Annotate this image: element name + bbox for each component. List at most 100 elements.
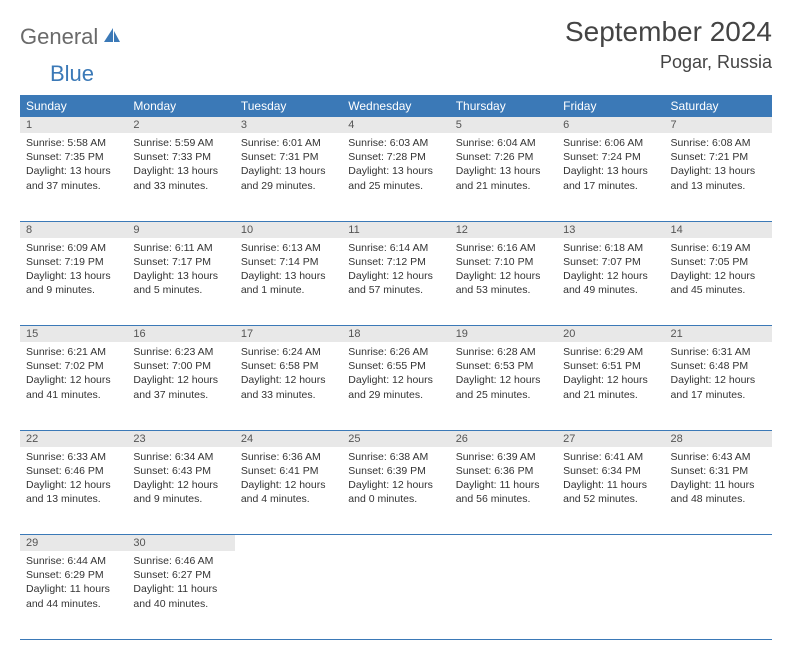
- day-cell: Sunrise: 6:26 AMSunset: 6:55 PMDaylight:…: [342, 342, 449, 430]
- day-number-cell: [342, 535, 449, 552]
- day-cell-content: Sunrise: 6:36 AMSunset: 6:41 PMDaylight:…: [235, 447, 342, 513]
- weekday-header: Wednesday: [342, 95, 449, 117]
- weekday-header: Friday: [557, 95, 664, 117]
- day-cell-content: Sunrise: 6:08 AMSunset: 7:21 PMDaylight:…: [665, 133, 772, 199]
- day-cell: Sunrise: 6:31 AMSunset: 6:48 PMDaylight:…: [665, 342, 772, 430]
- day-cell-content: Sunrise: 6:01 AMSunset: 7:31 PMDaylight:…: [235, 133, 342, 199]
- day-number-cell: 21: [665, 326, 772, 343]
- day-number-row: 2930: [20, 535, 772, 552]
- title-block: September 2024 Pogar, Russia: [565, 16, 772, 73]
- day-cell: [665, 551, 772, 639]
- day-number-cell: 4: [342, 117, 449, 133]
- day-cell-content: Sunrise: 6:44 AMSunset: 6:29 PMDaylight:…: [20, 551, 127, 617]
- day-cell: Sunrise: 6:08 AMSunset: 7:21 PMDaylight:…: [665, 133, 772, 221]
- day-cell-content: Sunrise: 6:19 AMSunset: 7:05 PMDaylight:…: [665, 238, 772, 304]
- day-number-cell: [557, 535, 664, 552]
- day-cell: Sunrise: 6:23 AMSunset: 7:00 PMDaylight:…: [127, 342, 234, 430]
- day-cell-content: Sunrise: 6:21 AMSunset: 7:02 PMDaylight:…: [20, 342, 127, 408]
- day-cell-content: Sunrise: 6:39 AMSunset: 6:36 PMDaylight:…: [450, 447, 557, 513]
- day-number-cell: 30: [127, 535, 234, 552]
- day-number-cell: 3: [235, 117, 342, 133]
- day-number-row: 891011121314: [20, 221, 772, 238]
- day-cell-content: Sunrise: 6:46 AMSunset: 6:27 PMDaylight:…: [127, 551, 234, 617]
- day-cell-content: Sunrise: 6:34 AMSunset: 6:43 PMDaylight:…: [127, 447, 234, 513]
- calendar-table: Sunday Monday Tuesday Wednesday Thursday…: [20, 95, 772, 640]
- day-number-cell: 27: [557, 430, 664, 447]
- day-cell-content: Sunrise: 6:31 AMSunset: 6:48 PMDaylight:…: [665, 342, 772, 408]
- day-cell-content: Sunrise: 6:41 AMSunset: 6:34 PMDaylight:…: [557, 447, 664, 513]
- day-cell: Sunrise: 6:29 AMSunset: 6:51 PMDaylight:…: [557, 342, 664, 430]
- day-cell-content: Sunrise: 6:04 AMSunset: 7:26 PMDaylight:…: [450, 133, 557, 199]
- day-number-cell: 10: [235, 221, 342, 238]
- day-cell-content: Sunrise: 6:03 AMSunset: 7:28 PMDaylight:…: [342, 133, 449, 199]
- day-number-cell: 1: [20, 117, 127, 133]
- day-cell: Sunrise: 6:38 AMSunset: 6:39 PMDaylight:…: [342, 447, 449, 535]
- logo: General: [20, 16, 124, 50]
- day-cell: Sunrise: 6:09 AMSunset: 7:19 PMDaylight:…: [20, 238, 127, 326]
- day-cell: Sunrise: 6:28 AMSunset: 6:53 PMDaylight:…: [450, 342, 557, 430]
- day-body-row: Sunrise: 6:21 AMSunset: 7:02 PMDaylight:…: [20, 342, 772, 430]
- day-cell: Sunrise: 6:46 AMSunset: 6:27 PMDaylight:…: [127, 551, 234, 639]
- day-cell-content: Sunrise: 6:14 AMSunset: 7:12 PMDaylight:…: [342, 238, 449, 304]
- day-cell: [235, 551, 342, 639]
- day-cell: Sunrise: 6:16 AMSunset: 7:10 PMDaylight:…: [450, 238, 557, 326]
- day-cell: Sunrise: 6:06 AMSunset: 7:24 PMDaylight:…: [557, 133, 664, 221]
- day-number-cell: 17: [235, 326, 342, 343]
- day-cell-content: Sunrise: 6:26 AMSunset: 6:55 PMDaylight:…: [342, 342, 449, 408]
- day-body-row: Sunrise: 6:33 AMSunset: 6:46 PMDaylight:…: [20, 447, 772, 535]
- day-cell: [557, 551, 664, 639]
- day-cell: Sunrise: 6:14 AMSunset: 7:12 PMDaylight:…: [342, 238, 449, 326]
- day-cell: Sunrise: 6:43 AMSunset: 6:31 PMDaylight:…: [665, 447, 772, 535]
- day-cell-content: Sunrise: 6:11 AMSunset: 7:17 PMDaylight:…: [127, 238, 234, 304]
- day-cell: Sunrise: 6:04 AMSunset: 7:26 PMDaylight:…: [450, 133, 557, 221]
- day-cell: Sunrise: 5:58 AMSunset: 7:35 PMDaylight:…: [20, 133, 127, 221]
- day-cell-content: Sunrise: 6:43 AMSunset: 6:31 PMDaylight:…: [665, 447, 772, 513]
- day-number-row: 22232425262728: [20, 430, 772, 447]
- weekday-header: Saturday: [665, 95, 772, 117]
- day-body-row: Sunrise: 6:09 AMSunset: 7:19 PMDaylight:…: [20, 238, 772, 326]
- day-cell: Sunrise: 6:24 AMSunset: 6:58 PMDaylight:…: [235, 342, 342, 430]
- weekday-header: Tuesday: [235, 95, 342, 117]
- day-cell: Sunrise: 6:33 AMSunset: 6:46 PMDaylight:…: [20, 447, 127, 535]
- day-number-cell: 12: [450, 221, 557, 238]
- day-number-cell: 28: [665, 430, 772, 447]
- weekday-header: Thursday: [450, 95, 557, 117]
- day-cell-content: Sunrise: 6:16 AMSunset: 7:10 PMDaylight:…: [450, 238, 557, 304]
- day-cell: Sunrise: 6:44 AMSunset: 6:29 PMDaylight:…: [20, 551, 127, 639]
- day-number-cell: 5: [450, 117, 557, 133]
- day-cell-content: Sunrise: 6:13 AMSunset: 7:14 PMDaylight:…: [235, 238, 342, 304]
- logo-text-main: General: [20, 24, 98, 50]
- day-cell-content: Sunrise: 6:28 AMSunset: 6:53 PMDaylight:…: [450, 342, 557, 408]
- day-cell-content: Sunrise: 6:33 AMSunset: 6:46 PMDaylight:…: [20, 447, 127, 513]
- day-number-cell: [235, 535, 342, 552]
- day-cell-content: Sunrise: 6:24 AMSunset: 6:58 PMDaylight:…: [235, 342, 342, 408]
- day-number-row: 15161718192021: [20, 326, 772, 343]
- day-number-cell: [450, 535, 557, 552]
- day-number-cell: 13: [557, 221, 664, 238]
- day-cell: Sunrise: 6:03 AMSunset: 7:28 PMDaylight:…: [342, 133, 449, 221]
- day-body-row: Sunrise: 5:58 AMSunset: 7:35 PMDaylight:…: [20, 133, 772, 221]
- day-number-cell: 8: [20, 221, 127, 238]
- day-cell: Sunrise: 6:39 AMSunset: 6:36 PMDaylight:…: [450, 447, 557, 535]
- day-number-cell: 15: [20, 326, 127, 343]
- day-cell: Sunrise: 6:41 AMSunset: 6:34 PMDaylight:…: [557, 447, 664, 535]
- day-cell-content: Sunrise: 6:18 AMSunset: 7:07 PMDaylight:…: [557, 238, 664, 304]
- day-number-cell: 19: [450, 326, 557, 343]
- day-body-row: Sunrise: 6:44 AMSunset: 6:29 PMDaylight:…: [20, 551, 772, 639]
- weekday-header: Sunday: [20, 95, 127, 117]
- day-cell: Sunrise: 6:13 AMSunset: 7:14 PMDaylight:…: [235, 238, 342, 326]
- day-cell-content: Sunrise: 6:29 AMSunset: 6:51 PMDaylight:…: [557, 342, 664, 408]
- day-number-cell: 23: [127, 430, 234, 447]
- day-cell-content: Sunrise: 5:59 AMSunset: 7:33 PMDaylight:…: [127, 133, 234, 199]
- day-cell: Sunrise: 6:01 AMSunset: 7:31 PMDaylight:…: [235, 133, 342, 221]
- day-number-cell: 16: [127, 326, 234, 343]
- day-cell: [450, 551, 557, 639]
- day-number-cell: 14: [665, 221, 772, 238]
- day-cell: Sunrise: 6:21 AMSunset: 7:02 PMDaylight:…: [20, 342, 127, 430]
- day-cell: Sunrise: 6:11 AMSunset: 7:17 PMDaylight:…: [127, 238, 234, 326]
- day-number-cell: 11: [342, 221, 449, 238]
- day-number-cell: 2: [127, 117, 234, 133]
- day-number-cell: 25: [342, 430, 449, 447]
- day-cell: Sunrise: 6:18 AMSunset: 7:07 PMDaylight:…: [557, 238, 664, 326]
- weekday-header-row: Sunday Monday Tuesday Wednesday Thursday…: [20, 95, 772, 117]
